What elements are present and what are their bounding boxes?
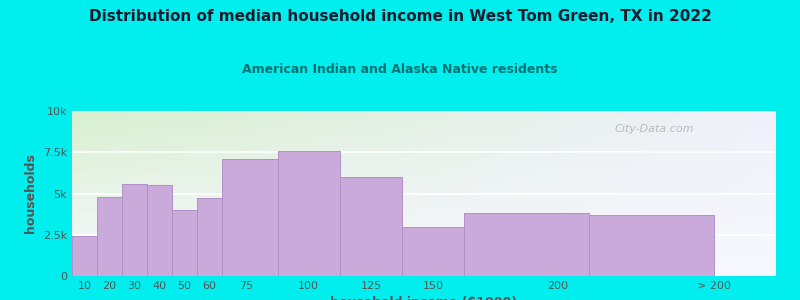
X-axis label: household income ($1000): household income ($1000) bbox=[330, 296, 518, 300]
Bar bbox=[402, 226, 465, 276]
Bar bbox=[72, 236, 97, 276]
Bar bbox=[197, 199, 222, 276]
Bar bbox=[222, 159, 278, 276]
Text: American Indian and Alaska Native residents: American Indian and Alaska Native reside… bbox=[242, 63, 558, 76]
Text: Distribution of median household income in West Tom Green, TX in 2022: Distribution of median household income … bbox=[89, 9, 711, 24]
Text: City-Data.com: City-Data.com bbox=[614, 124, 694, 134]
Bar bbox=[122, 184, 146, 276]
Bar bbox=[172, 210, 197, 276]
Bar bbox=[465, 213, 589, 276]
Bar bbox=[278, 151, 340, 276]
Bar bbox=[589, 215, 714, 276]
Bar bbox=[97, 197, 122, 276]
Bar bbox=[340, 177, 402, 276]
Bar bbox=[146, 185, 172, 276]
Y-axis label: households: households bbox=[24, 154, 38, 233]
